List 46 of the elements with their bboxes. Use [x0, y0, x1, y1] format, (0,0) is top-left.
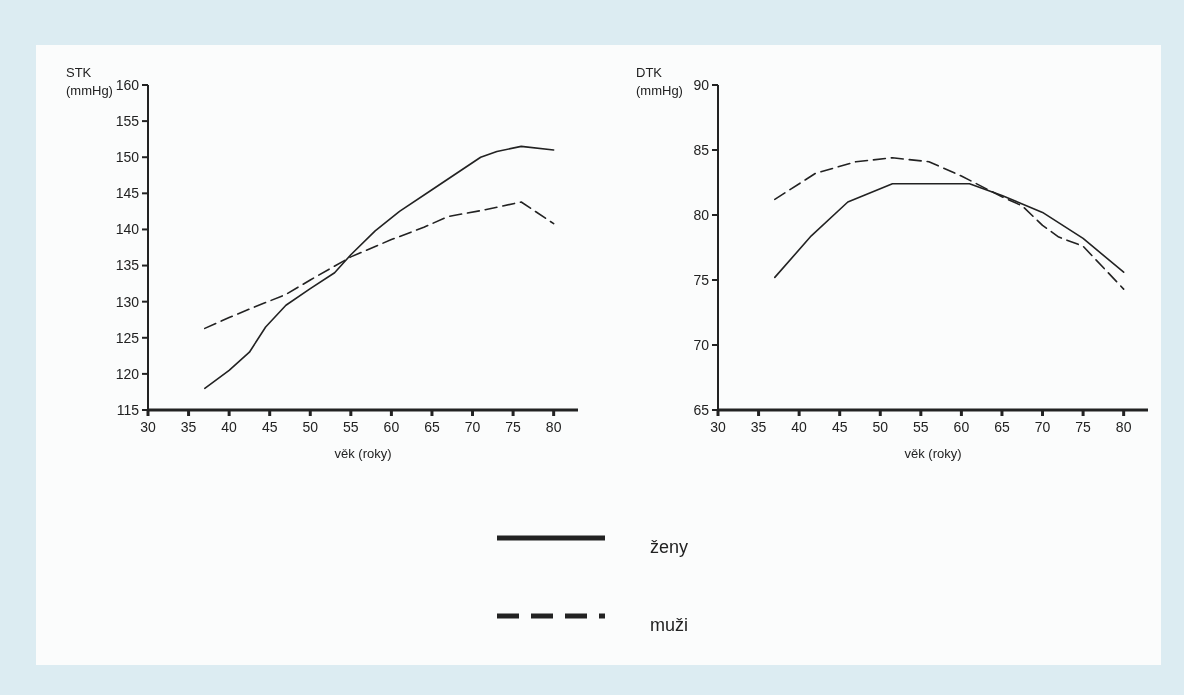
y-tick-label: 115 — [116, 401, 140, 418]
x-tick-label: 50 — [302, 419, 319, 435]
x-tick-label: 65 — [424, 419, 440, 435]
x-tick-label: 35 — [750, 419, 767, 435]
y-tick-label: 70 — [693, 336, 710, 353]
x-tick-label: 45 — [261, 419, 278, 435]
x-axis-title: věk (roky) — [334, 446, 392, 461]
x-tick-label: 60 — [383, 419, 400, 435]
line-series — [773, 157, 1125, 290]
x-tick-label: 60 — [953, 419, 970, 435]
line-series — [203, 145, 555, 390]
y-tick-label: 160 — [115, 76, 140, 93]
y-tick-label: 125 — [115, 329, 140, 346]
x-tick-label: 75 — [1075, 419, 1092, 435]
y-tick-label: 130 — [115, 293, 140, 310]
x-tick-label: 70 — [464, 419, 481, 435]
text: ženy — [650, 537, 689, 557]
x-tick-label: 55 — [913, 419, 929, 435]
x-tick-label: 80 — [545, 419, 562, 435]
y-tick-label: 90 — [693, 76, 710, 93]
x-tick-label: 40 — [791, 419, 808, 435]
y-tick-label: 120 — [115, 365, 140, 382]
x-tick-label: 55 — [343, 419, 359, 435]
x-tick-label: 40 — [221, 419, 238, 435]
x-axis-title: věk (roky) — [904, 446, 962, 461]
y-tick-label: 145 — [115, 185, 140, 202]
y-tick-label: 135 — [115, 257, 140, 274]
y-axis-title: STK (mmHg) — [66, 65, 113, 98]
y-tick-label: 65 — [693, 401, 710, 418]
y-tick-label: 155 — [115, 113, 140, 130]
y-tick-label: 150 — [115, 149, 140, 166]
x-tick-label: 75 — [505, 419, 522, 435]
x-tick-label: 65 — [994, 419, 1010, 435]
x-tick-label: 70 — [1034, 419, 1051, 435]
x-tick-label: 80 — [1115, 419, 1132, 435]
y-tick-label: 140 — [115, 221, 140, 238]
text: muži — [650, 615, 689, 635]
y-tick-label: 75 — [693, 271, 710, 288]
y-axis-title: DTK (mmHg) — [636, 65, 683, 98]
x-tick-label: 45 — [831, 419, 848, 435]
x-tick-label: 30 — [710, 419, 726, 435]
y-tick-label: 80 — [693, 206, 710, 223]
x-tick-label: 50 — [872, 419, 889, 435]
x-tick-label: 30 — [140, 419, 156, 435]
x-tick-label: 35 — [180, 419, 197, 435]
y-tick-label: 85 — [693, 141, 710, 158]
